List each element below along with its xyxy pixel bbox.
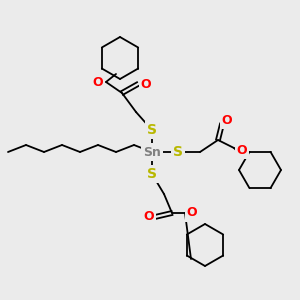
Text: S: S xyxy=(173,145,183,159)
Text: O: O xyxy=(187,206,197,220)
Text: O: O xyxy=(144,211,154,224)
Text: S: S xyxy=(147,123,157,137)
Text: O: O xyxy=(141,77,151,91)
Text: S: S xyxy=(147,167,157,181)
Text: Sn: Sn xyxy=(143,146,161,158)
Text: O: O xyxy=(93,76,103,88)
Text: O: O xyxy=(222,113,232,127)
Text: O: O xyxy=(237,143,247,157)
